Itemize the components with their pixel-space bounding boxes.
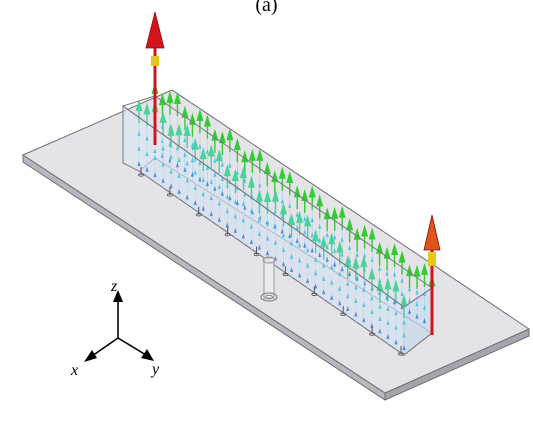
y-axis-line	[117, 337, 147, 356]
field-arrow	[338, 205, 346, 277]
shorting-pin	[224, 226, 231, 237]
field-arrow	[293, 185, 301, 248]
field-arrow	[188, 112, 196, 182]
field-arrow	[207, 144, 215, 222]
field-arrow	[304, 214, 312, 289]
x-axis-arrowhead	[84, 350, 97, 362]
field-arrow	[384, 277, 392, 344]
field-arrow	[218, 131, 226, 201]
y-axis-arrowhead	[141, 349, 154, 361]
field-arrow	[301, 188, 309, 253]
left-tall-current-arrow	[145, 11, 165, 145]
z-axis-arrowhead	[113, 290, 123, 302]
shorting-pin	[195, 206, 202, 217]
field-arrow	[328, 232, 336, 305]
field-arrow	[175, 123, 183, 199]
strip-top-back-edge	[154, 95, 433, 289]
x-axis-line	[91, 337, 119, 357]
field-arrow	[135, 99, 143, 171]
field-arrow	[421, 262, 429, 329]
tall-current-arrow-band	[428, 252, 436, 266]
strip-left-top-edge	[122, 95, 156, 107]
field-arrow	[196, 108, 204, 187]
field-arrow	[239, 166, 247, 244]
field-arrow	[143, 102, 151, 177]
tall-current-arrow-head	[423, 214, 441, 251]
field-arrow	[211, 128, 219, 196]
shorting-pin	[138, 167, 144, 177]
tall-current-arrow-head	[145, 11, 165, 49]
shorting-pin	[398, 346, 404, 356]
shorting-pin-row	[138, 167, 404, 356]
feed-pin-outer-ring	[260, 292, 278, 302]
field-arrow	[272, 189, 280, 266]
field-arrow	[406, 264, 414, 319]
field-arrow	[183, 123, 191, 205]
shorting-pin	[253, 246, 260, 257]
field-arrow	[191, 137, 199, 211]
field-arrow	[255, 189, 263, 255]
coaxial-feed	[260, 256, 278, 302]
figure-caption: (a)	[255, 0, 278, 16]
field-arrow	[215, 149, 223, 227]
shorting-pin	[369, 326, 376, 336]
field-arrow	[223, 164, 231, 233]
feed-pin-top	[262, 256, 276, 264]
strip-top-front-edge	[122, 105, 405, 308]
x-axis-label: x	[70, 362, 78, 379]
tall-current-arrow-band	[151, 56, 159, 66]
shorting-pin	[166, 186, 173, 197]
field-arrow	[346, 218, 354, 281]
field-arrow	[288, 213, 296, 277]
field-arrow	[336, 240, 344, 311]
shorting-pin	[282, 266, 289, 277]
y-axis-label: y	[150, 361, 160, 378]
field-arrow	[360, 255, 368, 328]
field-arrow	[331, 206, 339, 272]
axis-triad: z x y	[70, 278, 160, 379]
field-arrow	[316, 194, 324, 263]
field-arrow	[308, 185, 316, 258]
field-arrow	[173, 92, 181, 173]
field-arrow	[320, 235, 328, 300]
field-arrow	[159, 110, 167, 188]
field-arrow	[312, 229, 320, 294]
shorting-pin	[311, 286, 318, 296]
field-arrow	[199, 147, 207, 216]
field-arrow	[263, 189, 271, 261]
z-axis-label: z	[110, 278, 118, 295]
field-arrow	[181, 105, 189, 177]
feed-pin-inner-ring	[265, 294, 273, 300]
field-arrow	[203, 114, 211, 192]
right-tall-current-arrow	[423, 214, 441, 335]
strip-top-edges	[122, 95, 433, 333]
strip-right-top-edge	[403, 287, 433, 308]
field-arrow	[280, 202, 288, 272]
shorting-pin	[340, 306, 347, 316]
feed-pin-body	[263, 257, 275, 299]
field-arrow	[352, 256, 360, 322]
field-arrow	[226, 128, 234, 206]
